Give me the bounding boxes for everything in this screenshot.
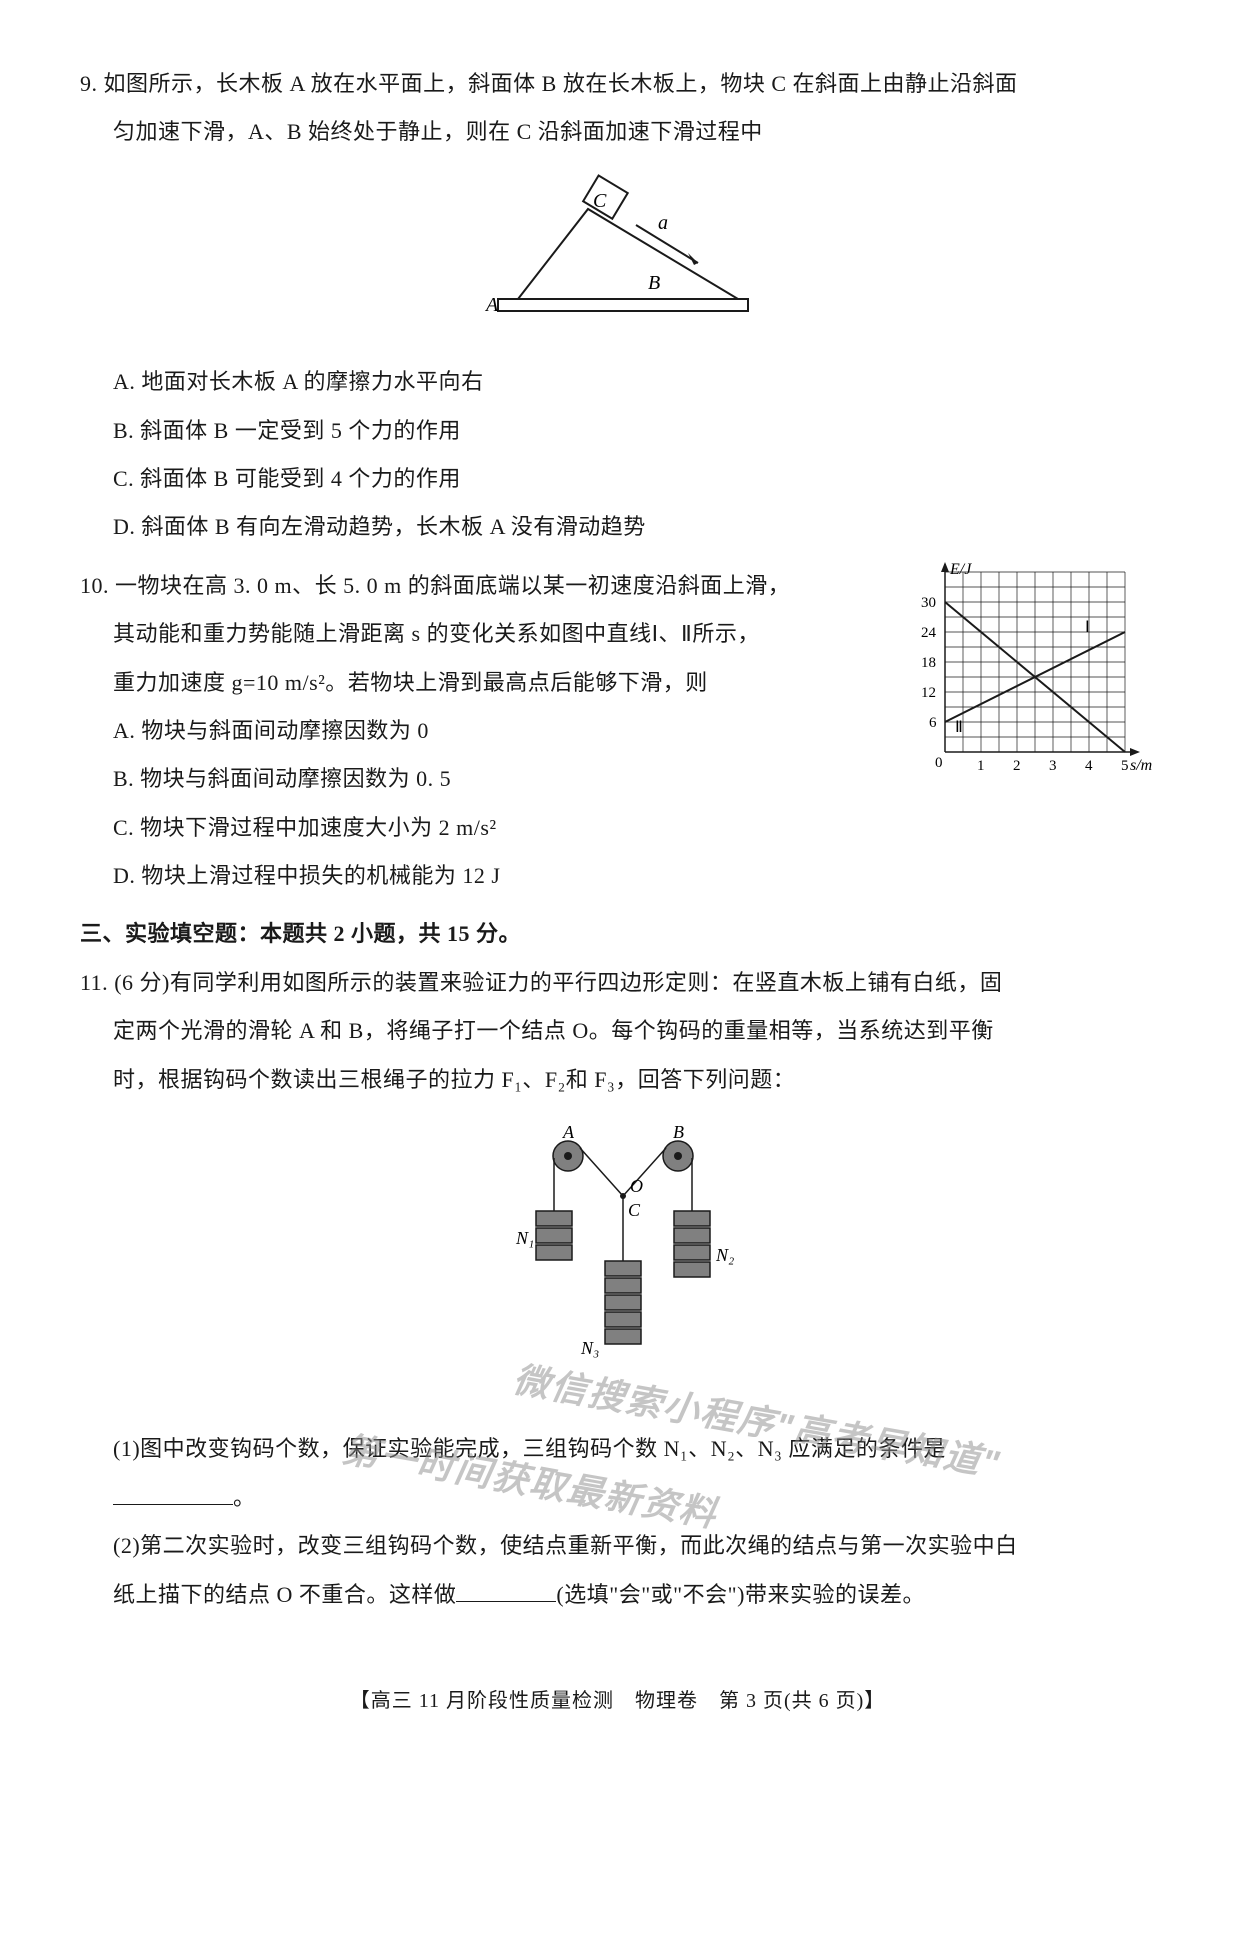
label-c: C xyxy=(593,190,607,212)
q11-sub1: (1)图中改变钩码个数，保证实验能完成，三组钩码个数 N₁、N₂、N₃ 应满足的… xyxy=(80,1425,1155,1473)
label-b: B xyxy=(648,272,660,294)
q11-sub1-blank-line: 。 xyxy=(80,1474,1155,1522)
q11-number: 11. xyxy=(80,970,108,995)
ytick-6: 6 xyxy=(929,715,937,731)
q11-sub1-end: 。 xyxy=(233,1485,256,1510)
question-10: 10. 一物块在高 3. 0 m、长 5. 0 m 的斜面底端以某一初速度沿斜面… xyxy=(80,562,1155,901)
q11-line2: 定两个光滑的滑轮 A 和 B，将绳子打一个结点 O。每个钩码的重量相等，当系统达… xyxy=(80,1007,1155,1055)
q9-option-c: C. 斜面体 B 可能受到 4 个力的作用 xyxy=(80,455,1155,503)
q11-sub1-text: (1)图中改变钩码个数，保证实验能完成，三组钩码个数 N₁、N₂、N₃ 应满足的… xyxy=(113,1436,946,1461)
q9-option-d: D. 斜面体 B 有向左滑动趋势，长木板 A 没有滑动趋势 xyxy=(80,503,1155,551)
weights-n3 xyxy=(605,1261,641,1344)
q10-line2: 其动能和重力势能随上滑距离 s 的变化关系如图中直线Ⅰ、Ⅱ所示， xyxy=(80,610,820,658)
weights-n1 xyxy=(536,1211,572,1260)
footer-text: 【高三 11 月阶段性质量检测 物理卷 第 3 页(共 6 页)】 xyxy=(350,1690,886,1712)
ytick-0: 0 xyxy=(935,755,943,771)
q10-number: 10. xyxy=(80,573,109,598)
ytick-24: 24 xyxy=(921,625,937,641)
q9-line2: 匀加速下滑，A、B 始终处于静止，则在 C 沿斜面加速下滑过程中 xyxy=(80,108,1155,156)
n1-label: N₁ xyxy=(515,1228,534,1248)
q10-line1: 10. 一物块在高 3. 0 m、长 5. 0 m 的斜面底端以某一初速度沿斜面… xyxy=(80,562,820,610)
blank-1[interactable] xyxy=(113,1478,233,1504)
xtick-1: 1 xyxy=(977,758,985,774)
q9-option-b: B. 斜面体 B 一定受到 5 个力的作用 xyxy=(80,407,1155,455)
blank-2[interactable] xyxy=(456,1575,556,1601)
xtick-4: 4 xyxy=(1085,758,1093,774)
q11-sub2-line2: 纸上描下的结点 O 不重合。这样做 (选填"会"或"不会")带来实验的误差。 xyxy=(80,1571,1155,1619)
q9-text1: 如图所示，长木板 A 放在水平面上，斜面体 B 放在长木板上，物块 C 在斜面上… xyxy=(104,71,1018,96)
xlabel: s/m xyxy=(1130,757,1152,774)
node-o-label: O xyxy=(630,1176,643,1196)
label-a-arrow: a xyxy=(658,212,668,234)
q10-line3: 重力加速度 g=10 m/s²。若物块上滑到最高点后能够下滑，则 xyxy=(80,659,820,707)
q11-figure: A B O C N₁ xyxy=(80,1116,1155,1413)
ytick-30: 30 xyxy=(921,595,936,611)
n3-label: N₃ xyxy=(580,1338,599,1358)
line-i-label: Ⅰ xyxy=(1085,619,1090,636)
ytick-12: 12 xyxy=(921,685,936,701)
xtick-2: 2 xyxy=(1013,758,1021,774)
xtick-3: 3 xyxy=(1049,758,1057,774)
q11-sub2-line1: (2)第二次实验时，改变三组钩码个数，使结点重新平衡，而此次绳的结点与第一次实验… xyxy=(80,1522,1155,1570)
q9-figure: C a B A xyxy=(80,169,1155,346)
node-c-label: C xyxy=(628,1200,641,1220)
q10-option-d: D. 物块上滑过程中损失的机械能为 12 J xyxy=(80,852,820,900)
question-11: 11. (6 分)有同学利用如图所示的装置来验证力的平行四边形定则：在竖直木板上… xyxy=(80,959,1155,1619)
q10-text1: 一物块在高 3. 0 m、长 5. 0 m 的斜面底端以某一初速度沿斜面上滑， xyxy=(115,573,790,598)
q9-line1: 9. 如图所示，长木板 A 放在水平面上，斜面体 B 放在长木板上，物块 C 在… xyxy=(80,60,1155,108)
xtick-5: 5 xyxy=(1121,758,1129,774)
q9-option-a: A. 地面对长木板 A 的摩擦力水平向右 xyxy=(80,358,1155,406)
line-ii-label: Ⅱ xyxy=(955,719,963,736)
section-3-header: 三、实验填空题：本题共 2 小题，共 15 分。 xyxy=(80,910,1155,958)
q10-graph: E/J s/m Ⅰ Ⅱ 30 24 18 12 6 0 1 2 3 4 5 xyxy=(905,562,1155,809)
pulley-b-label: B xyxy=(673,1122,684,1142)
page-footer: 【高三 11 月阶段性质量检测 物理卷 第 3 页(共 6 页)】 xyxy=(80,1679,1155,1723)
q11-line3: 时，根据钩码个数读出三根绳子的拉力 F₁、F₂和 F₃，回答下列问题： xyxy=(80,1056,1155,1104)
q11-sub2-text3: (选填"会"或"不会")带来实验的误差。 xyxy=(556,1582,925,1607)
weights-n2 xyxy=(674,1211,710,1277)
ylabel: E/J xyxy=(949,562,972,578)
pulley-diagram: A B O C N₁ xyxy=(478,1116,758,1396)
ytick-18: 18 xyxy=(921,655,936,671)
label-a: A xyxy=(484,294,499,316)
q10-option-a: A. 物块与斜面间动摩擦因数为 0 xyxy=(80,707,820,755)
q10-option-c: C. 物块下滑过程中加速度大小为 2 m/s² xyxy=(80,804,820,852)
n2-label: N₂ xyxy=(715,1245,734,1265)
pulley-a-label: A xyxy=(562,1122,575,1142)
energy-graph: E/J s/m Ⅰ Ⅱ 30 24 18 12 6 0 1 2 3 4 5 xyxy=(905,562,1155,792)
question-9: 9. 如图所示，长木板 A 放在水平面上，斜面体 B 放在长木板上，物块 C 在… xyxy=(80,60,1155,552)
incline-diagram: C a B A xyxy=(458,169,778,329)
q11-text1: 有同学利用如图所示的装置来验证力的平行四边形定则：在竖直木板上铺有白纸，固 xyxy=(170,970,1003,995)
q10-option-b: B. 物块与斜面间动摩擦因数为 0. 5 xyxy=(80,755,820,803)
q11-sub2-text2: 纸上描下的结点 O 不重合。这样做 xyxy=(113,1582,456,1607)
q11-points: (6 分) xyxy=(114,970,170,995)
q11-line1: 11. (6 分)有同学利用如图所示的装置来验证力的平行四边形定则：在竖直木板上… xyxy=(80,959,1155,1007)
q9-number: 9. xyxy=(80,71,98,96)
